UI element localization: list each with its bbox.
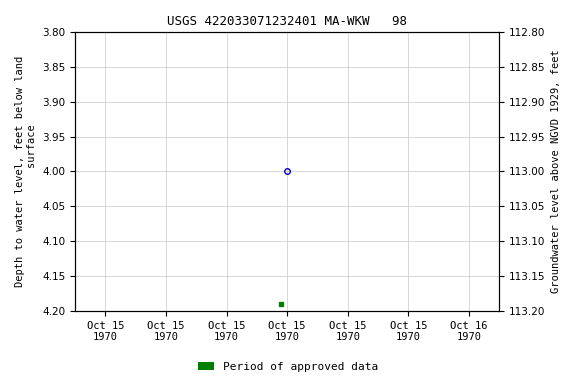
- Title: USGS 422033071232401 MA-WKW   98: USGS 422033071232401 MA-WKW 98: [167, 15, 407, 28]
- Y-axis label: Groundwater level above NGVD 1929, feet: Groundwater level above NGVD 1929, feet: [551, 50, 561, 293]
- Legend: Period of approved data: Period of approved data: [193, 358, 383, 377]
- Y-axis label: Depth to water level, feet below land
        surface: Depth to water level, feet below land su…: [15, 56, 37, 287]
